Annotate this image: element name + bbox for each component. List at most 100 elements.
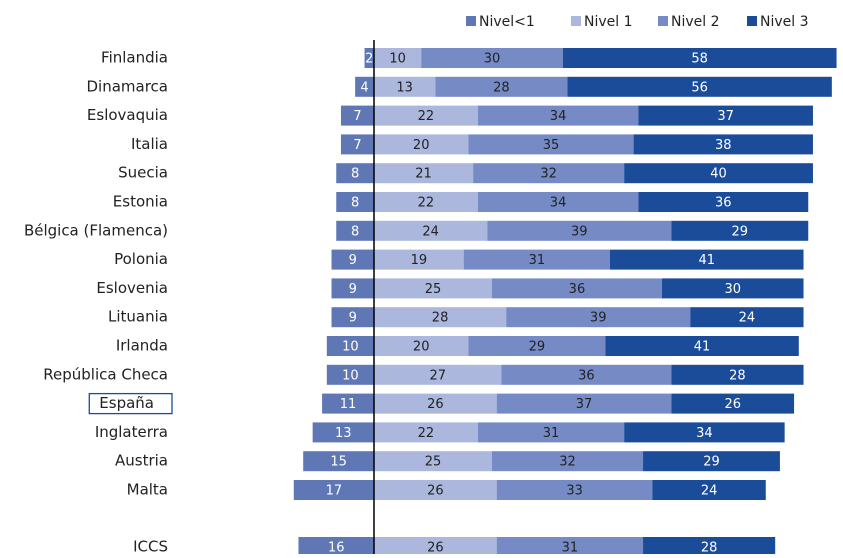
value-label: 17 (326, 484, 343, 499)
bar-segment (336, 192, 374, 212)
bar-segment (468, 336, 606, 356)
value-label: 41 (698, 253, 715, 268)
bar-segment (492, 278, 662, 299)
bar-segment (374, 48, 422, 68)
bar-segment (312, 422, 374, 443)
bar-segment (496, 537, 644, 557)
value-label: 26 (724, 397, 741, 412)
legend-label: Nivel 3 (760, 14, 809, 30)
category-label: Dinamarca (87, 77, 169, 95)
bar-segment (496, 393, 672, 414)
category-label: España (99, 394, 154, 412)
value-label: 10 (342, 368, 359, 383)
bar-segment (326, 364, 374, 385)
value-label: 2 (365, 52, 373, 67)
legend-swatch (658, 16, 668, 26)
legend-label: Nivel<1 (479, 14, 535, 30)
category-label: Italia (131, 135, 168, 153)
value-label: 28 (701, 541, 718, 555)
bar-segment (671, 364, 804, 385)
value-label: 10 (342, 340, 359, 355)
category-label: Irlanda (116, 337, 168, 355)
category-label: Austria (115, 452, 168, 470)
value-label: 30 (724, 282, 741, 297)
value-label: 13 (396, 80, 413, 95)
bar-segment (468, 134, 634, 155)
value-label: 40 (710, 167, 727, 182)
value-label: 34 (696, 426, 713, 441)
value-label: 36 (578, 368, 595, 383)
value-label: 15 (330, 455, 347, 470)
bar-segment (374, 537, 497, 557)
bar-segment (661, 278, 804, 299)
bar-segment (463, 249, 610, 270)
value-label: 8 (351, 224, 359, 239)
bar-segment (624, 163, 813, 184)
value-label: 29 (732, 224, 749, 239)
bar-segment (374, 76, 436, 97)
highlight-box (88, 392, 173, 415)
value-label: 36 (569, 282, 586, 297)
value-label: 22 (418, 109, 435, 124)
value-label: 27 (429, 368, 446, 383)
value-label: 11 (340, 397, 357, 412)
category-label: Lituania (108, 308, 168, 326)
bar-segment (303, 451, 374, 472)
value-label: 34 (550, 196, 567, 211)
bar-segment (340, 105, 374, 126)
category-label: Eslovenia (96, 279, 168, 297)
value-label: 20 (413, 138, 430, 153)
bar-segment (298, 537, 374, 557)
category-label: República Checa (43, 365, 168, 383)
bar-segment (496, 480, 653, 500)
bar-segment (374, 134, 469, 155)
bar-segment (374, 220, 488, 241)
category-label: Suecia (118, 164, 168, 182)
value-label: 38 (715, 138, 732, 153)
bar-segment (671, 220, 809, 241)
value-label: 36 (715, 196, 732, 211)
value-label: 33 (566, 484, 583, 499)
value-label: 9 (349, 253, 357, 268)
bar-segment (374, 278, 492, 299)
value-label: 26 (427, 541, 444, 555)
value-label: 8 (351, 196, 359, 211)
value-label: 28 (432, 311, 449, 326)
bar-segment (671, 393, 795, 414)
value-label: 22 (418, 196, 435, 211)
value-label: 9 (349, 282, 357, 297)
bar-segment (487, 220, 672, 241)
value-label: 28 (729, 368, 746, 383)
bar-segment (331, 307, 374, 328)
bar-segment (374, 336, 469, 356)
category-label: Polonia (114, 250, 168, 268)
value-label: 21 (415, 167, 432, 182)
value-label: 31 (543, 426, 560, 441)
value-label: 32 (559, 455, 576, 470)
value-label: 25 (425, 455, 442, 470)
value-label: 32 (540, 167, 557, 182)
value-label: 56 (691, 80, 708, 95)
bar-segment (492, 451, 644, 472)
bar-segment (355, 76, 374, 97)
bar-segment (610, 249, 804, 270)
value-label: 35 (543, 138, 560, 153)
bar-segment (501, 364, 672, 385)
category-label: Finlandia (101, 49, 168, 67)
bar-segment (477, 422, 625, 443)
value-label: 16 (328, 541, 345, 555)
bar-segment (374, 192, 478, 212)
bar-segment (562, 48, 837, 68)
bar-segment (336, 220, 374, 241)
bar-segment (336, 163, 374, 184)
bar-segment (435, 76, 568, 97)
bar-segment (477, 192, 639, 212)
bar-segment (331, 278, 374, 299)
value-label: 39 (571, 224, 588, 239)
value-label: 10 (389, 52, 406, 67)
bar-segment (374, 307, 507, 328)
bar-segment (638, 192, 809, 212)
bar-segment (374, 249, 464, 270)
bar-segment (374, 163, 474, 184)
value-label: 26 (427, 397, 444, 412)
